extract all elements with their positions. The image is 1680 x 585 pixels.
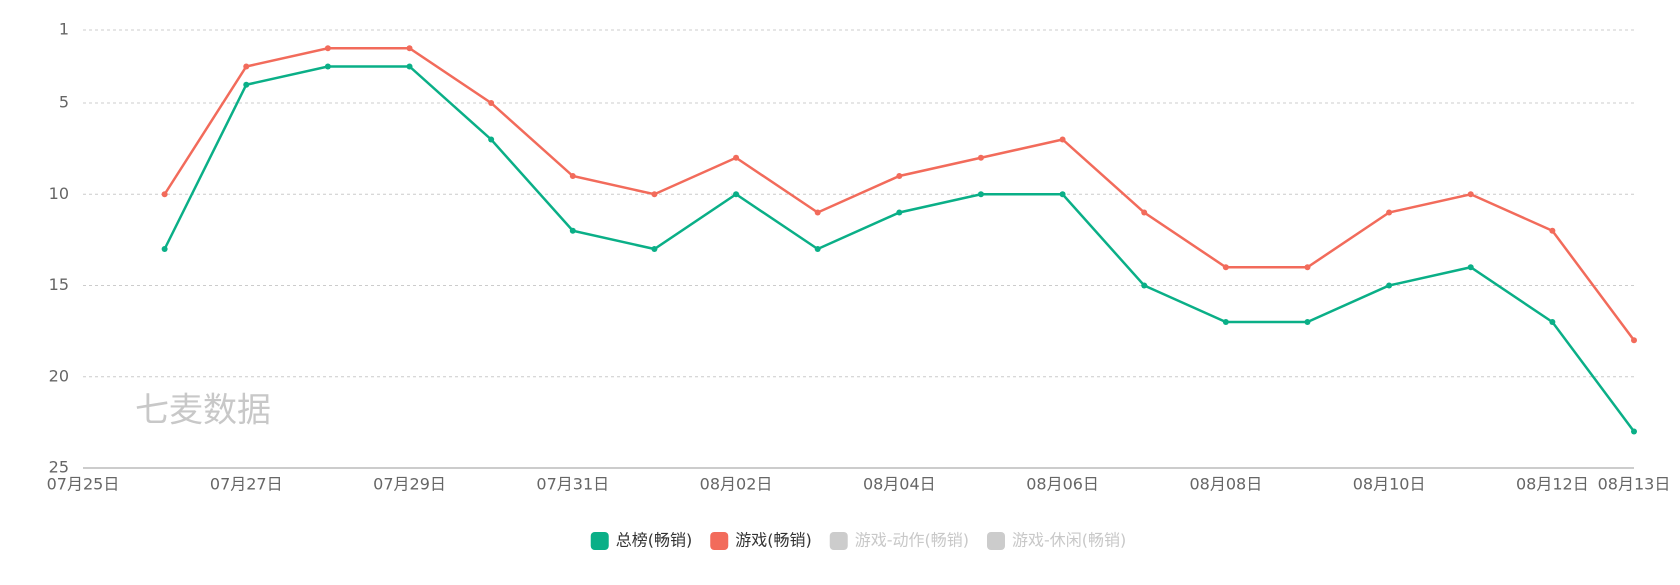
x-tick-label: 08月02日 [700, 475, 773, 494]
y-tick-label: 1 [59, 20, 69, 39]
data-point [1141, 209, 1148, 216]
watermark: 七麦数据 [135, 391, 271, 431]
data-point [569, 227, 576, 234]
data-point [814, 246, 821, 252]
y-tick-label: 25 [49, 458, 69, 477]
data-point [488, 136, 495, 143]
data-point [1386, 209, 1393, 216]
data-point [814, 209, 821, 216]
legend-swatch [710, 532, 729, 550]
data-point [651, 246, 658, 252]
data-point [243, 81, 250, 88]
y-tick-label: 15 [49, 275, 69, 294]
data-point [406, 45, 413, 52]
data-point [1467, 264, 1474, 271]
data-point [1222, 319, 1229, 325]
data-point [1467, 191, 1474, 198]
legend: 总榜(畅销) 游戏(畅销) 游戏-动作(畅销) 游戏-休闲(畅销) [590, 531, 1126, 550]
x-tick-label: 08月06日 [1026, 475, 1099, 494]
data-point [1631, 337, 1637, 344]
data-point [896, 173, 903, 179]
x-tick-label: 07月25日 [47, 475, 120, 494]
data-point [1059, 191, 1066, 198]
x-tick-label: 08月08日 [1189, 475, 1262, 494]
x-tick-label: 08月13日 [1598, 475, 1671, 494]
data-point [1549, 227, 1556, 234]
data-point [324, 45, 331, 52]
data-point [1386, 282, 1393, 289]
data-point [488, 100, 495, 106]
data-point [977, 191, 984, 198]
legend-label: 游戏-休闲(畅销) [1012, 531, 1126, 550]
data-point [651, 191, 658, 198]
data-point [733, 191, 740, 198]
legend-label: 游戏-动作(畅销) [855, 531, 969, 550]
data-point [161, 246, 168, 252]
data-point [1059, 136, 1066, 143]
y-tick-label: 5 [59, 93, 69, 112]
legend-swatch [590, 532, 609, 550]
data-point [977, 154, 984, 161]
legend-label: 总榜(畅销) [616, 531, 693, 550]
data-point [161, 191, 168, 198]
data-point [1304, 319, 1311, 325]
data-point [1549, 319, 1556, 325]
x-tick-label: 08月12日 [1516, 475, 1589, 494]
x-tick-label: 07月31日 [536, 475, 609, 494]
legend-swatch [829, 532, 848, 550]
data-point [896, 209, 903, 216]
data-point [243, 63, 250, 70]
data-point [569, 173, 576, 179]
x-tick-label: 08月10日 [1353, 475, 1426, 494]
data-point [1222, 264, 1229, 271]
data-point [324, 63, 331, 70]
x-tick-label: 08月04日 [863, 475, 936, 494]
data-point [733, 154, 740, 161]
data-point [406, 63, 413, 70]
x-tick-label: 07月29日 [373, 475, 446, 494]
data-point [1631, 428, 1637, 435]
legend-label: 游戏(畅销) [735, 531, 812, 550]
y-tick-label: 20 [49, 366, 69, 385]
data-point [1141, 282, 1148, 289]
y-tick-label: 10 [49, 184, 69, 203]
data-point [1304, 264, 1311, 271]
legend-swatch [987, 532, 1005, 550]
x-tick-label: 07月27日 [210, 475, 283, 494]
